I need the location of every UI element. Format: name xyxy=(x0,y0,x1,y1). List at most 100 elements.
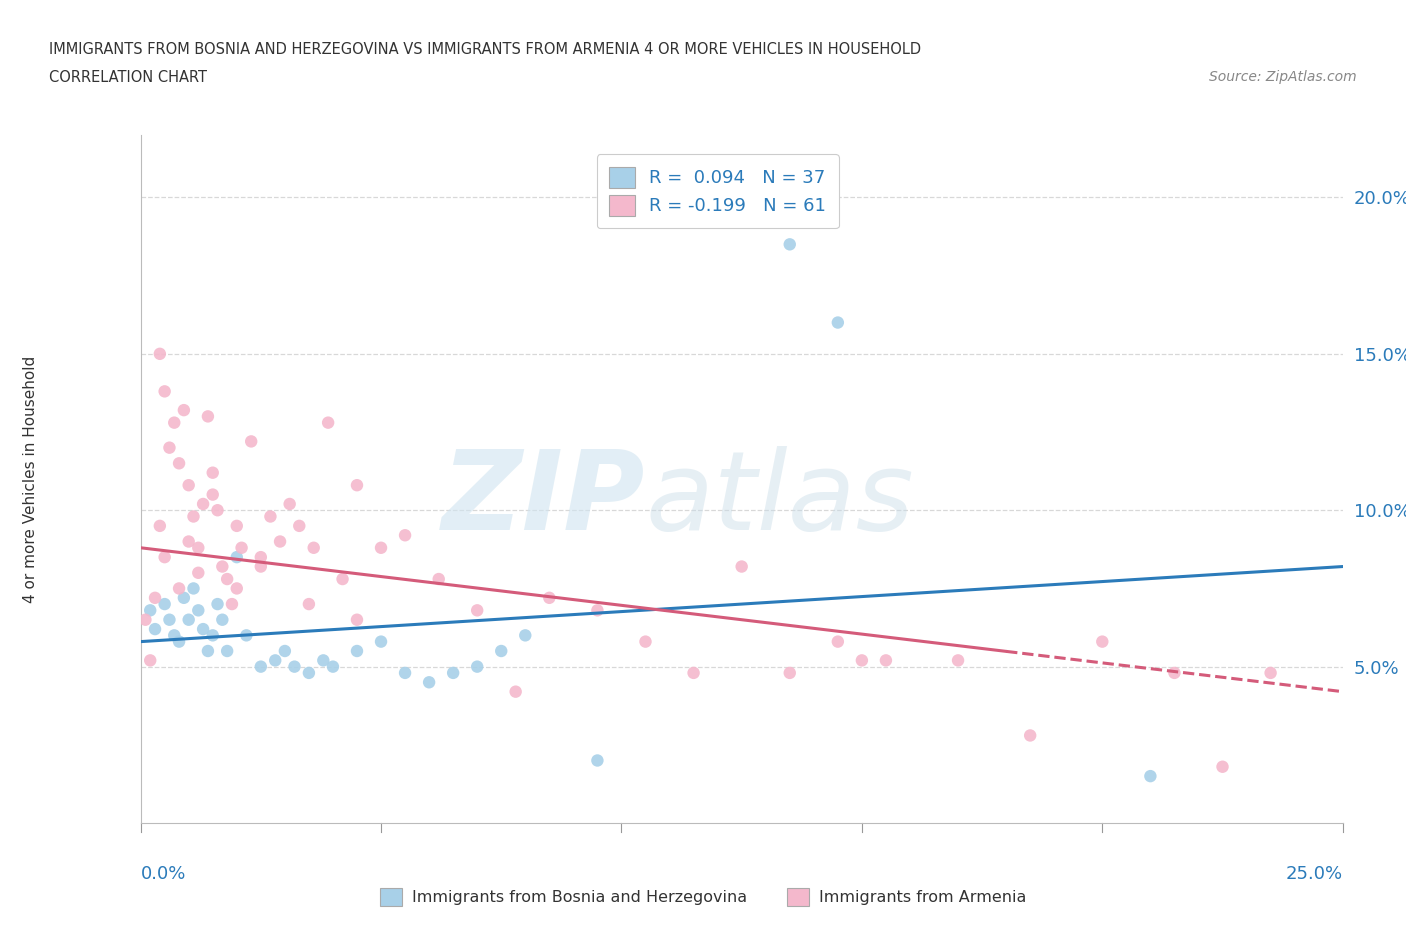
Point xyxy=(177,534,200,549)
Point xyxy=(149,346,172,361)
Point xyxy=(211,559,233,574)
Point xyxy=(538,591,561,605)
Point xyxy=(259,509,281,524)
Point xyxy=(207,597,229,612)
Point xyxy=(149,518,172,533)
Point xyxy=(225,550,247,565)
Text: CORRELATION CHART: CORRELATION CHART xyxy=(49,70,207,85)
Point xyxy=(827,315,849,330)
Point xyxy=(201,487,224,502)
Point xyxy=(143,591,166,605)
Point xyxy=(1163,666,1185,681)
Point xyxy=(153,550,176,565)
Point xyxy=(370,634,392,649)
Point xyxy=(394,528,416,543)
Point xyxy=(586,753,609,768)
Point xyxy=(231,540,253,555)
Point xyxy=(298,597,321,612)
Point xyxy=(217,644,239,658)
Point xyxy=(418,675,440,690)
Point xyxy=(187,540,209,555)
Text: 0.0%: 0.0% xyxy=(141,865,186,884)
Point xyxy=(187,565,209,580)
Point xyxy=(278,497,301,512)
Point xyxy=(346,612,368,627)
Point xyxy=(1212,759,1234,774)
Point xyxy=(346,644,368,658)
Point xyxy=(183,581,205,596)
Point xyxy=(1091,634,1114,649)
Point xyxy=(427,572,450,587)
Point xyxy=(201,465,224,480)
Legend: R =  0.094   N = 37, R = -0.199   N = 61: R = 0.094 N = 37, R = -0.199 N = 61 xyxy=(596,154,838,229)
Point xyxy=(875,653,897,668)
Point xyxy=(221,597,243,612)
Point xyxy=(167,581,190,596)
Text: IMMIGRANTS FROM BOSNIA AND HERZEGOVINA VS IMMIGRANTS FROM ARMENIA 4 OR MORE VEHI: IMMIGRANTS FROM BOSNIA AND HERZEGOVINA V… xyxy=(49,42,921,57)
Point xyxy=(225,581,247,596)
Point xyxy=(298,666,321,681)
Point xyxy=(163,415,186,430)
Point xyxy=(153,384,176,399)
Point xyxy=(197,644,219,658)
Point xyxy=(465,603,488,618)
Point xyxy=(250,550,273,565)
Point xyxy=(370,540,392,555)
Point xyxy=(515,628,537,643)
Point xyxy=(779,237,801,252)
Point xyxy=(250,559,273,574)
Point xyxy=(1139,769,1161,784)
Point xyxy=(134,612,156,627)
Point xyxy=(302,540,325,555)
Point xyxy=(346,478,368,493)
Point xyxy=(586,603,609,618)
Text: Source: ZipAtlas.com: Source: ZipAtlas.com xyxy=(1209,70,1357,84)
Point xyxy=(187,603,209,618)
Point xyxy=(946,653,969,668)
Point xyxy=(250,659,273,674)
Point xyxy=(288,518,311,533)
Point xyxy=(1019,728,1042,743)
Point xyxy=(191,497,214,512)
Point xyxy=(316,415,339,430)
Point xyxy=(322,659,344,674)
Point xyxy=(240,434,263,449)
Point xyxy=(177,478,200,493)
Point xyxy=(332,572,354,587)
Point xyxy=(731,559,754,574)
Point xyxy=(139,653,162,668)
Point xyxy=(211,612,233,627)
Point xyxy=(312,653,335,668)
Point xyxy=(153,597,176,612)
Point xyxy=(465,659,488,674)
Point xyxy=(225,518,247,533)
Text: ZIP: ZIP xyxy=(441,446,645,553)
Point xyxy=(269,534,291,549)
Point xyxy=(201,628,224,643)
Point xyxy=(177,612,200,627)
Point xyxy=(491,644,513,658)
Point xyxy=(235,628,257,643)
Point xyxy=(191,621,214,636)
Point xyxy=(217,572,239,587)
Point xyxy=(183,509,205,524)
Point xyxy=(1260,666,1282,681)
Point xyxy=(167,456,190,471)
Point xyxy=(274,644,297,658)
Point xyxy=(264,653,287,668)
Point xyxy=(173,591,195,605)
Legend: Immigrants from Bosnia and Herzegovina, Immigrants from Armenia: Immigrants from Bosnia and Herzegovina, … xyxy=(374,882,1032,912)
Point xyxy=(197,409,219,424)
Point xyxy=(167,634,190,649)
Point xyxy=(779,666,801,681)
Point xyxy=(207,503,229,518)
Point xyxy=(159,440,181,455)
Point xyxy=(827,634,849,649)
Point xyxy=(159,612,181,627)
Point xyxy=(505,684,527,699)
Point xyxy=(143,621,166,636)
Text: atlas: atlas xyxy=(645,446,914,553)
Point xyxy=(173,403,195,418)
Point xyxy=(163,628,186,643)
Point xyxy=(139,603,162,618)
